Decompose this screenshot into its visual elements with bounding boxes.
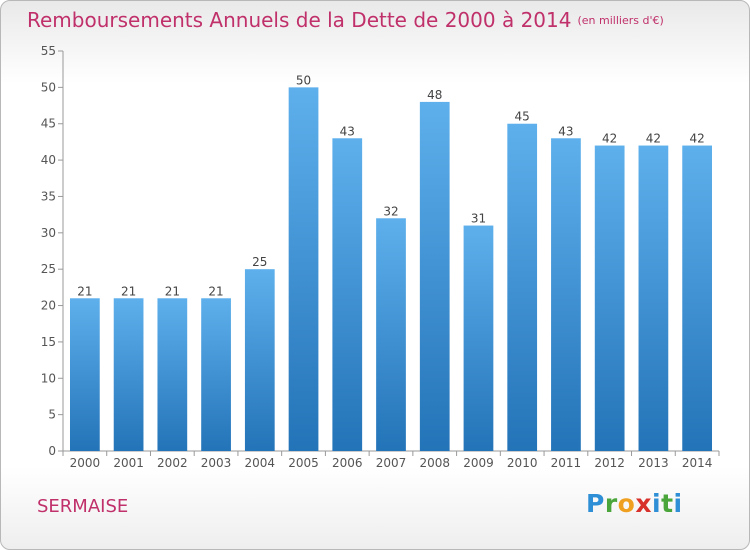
- x-tick-label: 2006: [332, 456, 363, 470]
- x-tick-label: 2011: [551, 456, 582, 470]
- y-tick-label: 0: [48, 444, 56, 458]
- bar-value-label: 42: [602, 132, 617, 146]
- proxiti-logo: Proxiti: [586, 489, 683, 518]
- y-tick-label: 55: [41, 44, 56, 58]
- x-tick-label: 2013: [638, 456, 669, 470]
- bar: [244, 269, 275, 451]
- y-tick-label: 30: [41, 226, 56, 240]
- x-tick-label: 2003: [201, 456, 232, 470]
- bar: [463, 225, 494, 451]
- bar: [682, 145, 713, 451]
- x-tick-label: 2010: [507, 456, 538, 470]
- y-tick-label: 35: [41, 189, 56, 203]
- bar: [113, 298, 144, 451]
- bar: [419, 101, 450, 451]
- bar-value-label: 21: [77, 284, 92, 298]
- y-tick-label: 45: [41, 117, 56, 131]
- chart-bars: [69, 87, 713, 452]
- y-tick-label: 20: [41, 299, 56, 313]
- bar: [332, 138, 363, 452]
- x-tick-label: 2002: [157, 456, 188, 470]
- place-name: SERMAISE: [37, 496, 129, 517]
- y-tick-label: 15: [41, 335, 56, 349]
- y-tick-label: 40: [41, 153, 56, 167]
- y-tick-label: 25: [41, 262, 56, 276]
- bar-value-label: 31: [471, 212, 486, 226]
- y-tick-label: 10: [41, 371, 56, 385]
- bar-value-label: 21: [165, 284, 180, 298]
- bar: [201, 298, 231, 451]
- bar-value-label: 21: [208, 284, 223, 298]
- bar-value-label: 25: [252, 255, 267, 269]
- chart-data-labels: 21 21 21 21 25 50 43 32 48 31 45 43 42 42 42: [77, 73, 705, 298]
- x-tick-label: 2009: [463, 456, 494, 470]
- bar-value-label: 43: [340, 124, 355, 138]
- bar-value-label: 21: [121, 284, 136, 298]
- x-tick-label: 2005: [288, 456, 319, 470]
- x-tick-label: 2008: [419, 456, 450, 470]
- y-tick-label: 50: [41, 80, 56, 94]
- bar: [551, 138, 581, 452]
- chart-axes: 0 5 10 15 20 25 30 35 40 45 50 55 2000 2001 2002 2003 20…: [41, 44, 720, 470]
- bar-value-label: 45: [515, 110, 530, 124]
- bar: [288, 87, 319, 451]
- x-tick-label: 2012: [594, 456, 625, 470]
- bar-value-label: 48: [427, 88, 442, 102]
- bar: [157, 298, 188, 451]
- x-tick-label: 2001: [113, 456, 144, 470]
- x-tick-label: 2014: [682, 456, 713, 470]
- bar-value-label: 42: [646, 132, 661, 146]
- chart-subtitle: (en milliers d'€): [577, 14, 664, 27]
- bar-value-label: 50: [296, 73, 311, 87]
- bar: [638, 145, 669, 451]
- bar-value-label: 43: [558, 124, 573, 138]
- bar: [594, 145, 625, 451]
- bar: [376, 218, 406, 451]
- bar: [69, 298, 100, 451]
- y-tick-label: 5: [48, 408, 56, 422]
- x-tick-label: 2004: [245, 456, 276, 470]
- chart-title: Remboursements Annuels de la Dette de 20…: [27, 8, 664, 32]
- bar-value-label: 42: [689, 132, 704, 146]
- x-tick-label: 2000: [70, 456, 101, 470]
- x-tick-label: 2007: [376, 456, 407, 470]
- bar: [507, 123, 538, 452]
- chart-title-text: Remboursements Annuels de la Dette de 20…: [27, 8, 572, 32]
- bar-value-label: 32: [383, 204, 398, 218]
